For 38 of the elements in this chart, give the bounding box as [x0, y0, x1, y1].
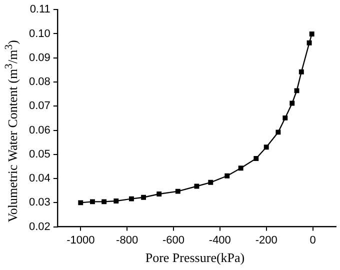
y-tick-label: 0.06	[28, 124, 50, 136]
point	[264, 144, 269, 150]
point	[194, 184, 200, 189]
point	[114, 198, 119, 204]
point	[309, 32, 314, 36]
x-tick-label: -1000	[66, 234, 95, 246]
point	[306, 40, 312, 46]
point	[294, 88, 300, 94]
x-tick-label: -800	[116, 234, 138, 246]
point	[175, 188, 180, 194]
point	[102, 199, 107, 204]
x-tick-label: -200	[255, 234, 278, 246]
point	[224, 173, 230, 178]
y-tick-label: 0.09	[28, 52, 50, 64]
y-tick-label: 0.05	[28, 148, 50, 160]
point	[90, 199, 95, 204]
y-tick-label: 0.04	[28, 172, 50, 185]
x-axis-title: Pore Pressure(kPa)	[144, 250, 246, 266]
point	[238, 166, 244, 171]
point	[156, 192, 162, 196]
y-tick-label: 0.07	[28, 100, 50, 112]
y-tick-label: 0.03	[28, 196, 50, 209]
point	[276, 130, 281, 135]
point	[208, 180, 214, 185]
y-tick-label: 0.11	[30, 4, 50, 16]
point	[282, 115, 288, 120]
point	[290, 100, 295, 106]
y-tick-label: 0.10	[28, 28, 50, 40]
point	[128, 196, 134, 202]
point	[254, 156, 259, 161]
x-tick-label: 0	[310, 234, 316, 246]
x-tick-label: -600	[162, 234, 185, 246]
y-tick-label: 0.02	[28, 220, 50, 233]
point	[141, 194, 146, 200]
point	[298, 69, 304, 74]
y-tick-label: 0.08	[28, 76, 50, 88]
x-tick-label: -400	[208, 234, 231, 246]
point	[78, 200, 84, 206]
